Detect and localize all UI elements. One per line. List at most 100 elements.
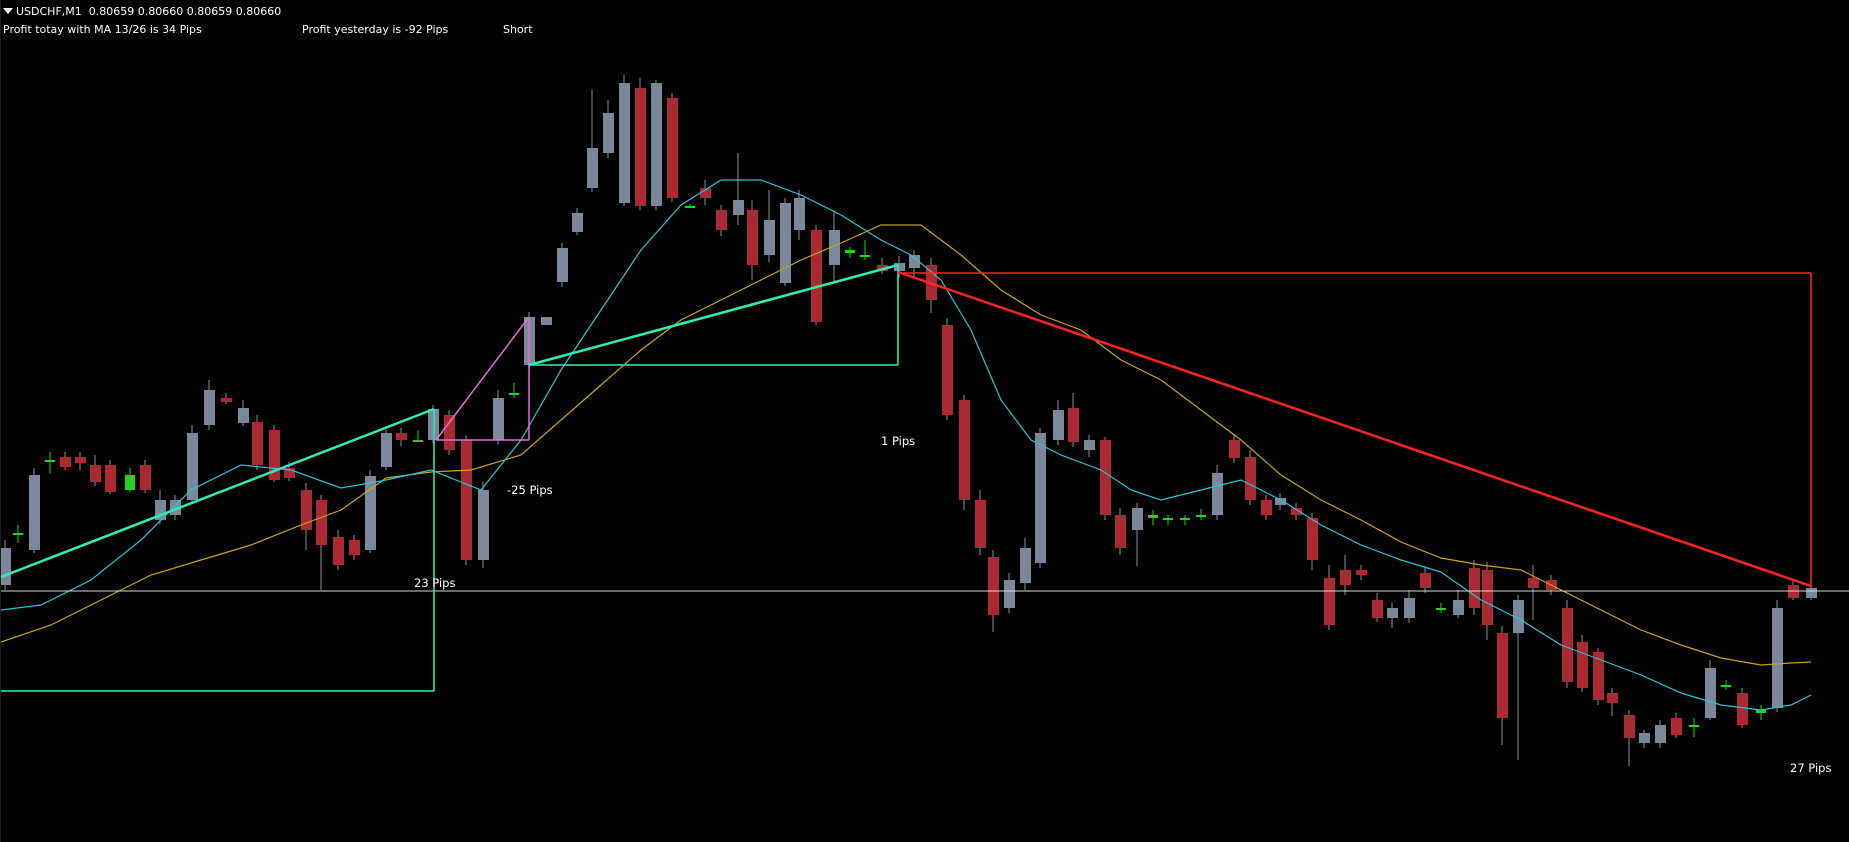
position-direction-text: Short: [503, 23, 533, 36]
candle-body: [1453, 600, 1464, 615]
candle-body: [1562, 608, 1573, 682]
candle-body: [1436, 608, 1446, 610]
candle-body: [316, 500, 327, 545]
candle-body: [155, 500, 166, 520]
candle-body: [1324, 578, 1335, 625]
candle-body: [541, 317, 552, 325]
candle-body: [125, 475, 135, 490]
candle-body: [829, 230, 840, 265]
candle-body: [1261, 500, 1272, 515]
candle-body: [1115, 515, 1126, 548]
candle-body: [1528, 578, 1539, 588]
candle-body: [1756, 710, 1766, 713]
candle-body: [1356, 570, 1367, 575]
candle-body: [716, 210, 727, 230]
candle-body: [1607, 693, 1618, 703]
trade-4-short: [897, 270, 1812, 588]
candle-body: [572, 213, 583, 232]
candle-body: [1132, 508, 1143, 530]
candle-body: [1772, 608, 1783, 708]
candle-body: [557, 248, 568, 282]
trade-label-4: 27 Pips: [1790, 761, 1831, 775]
candle-body: [1497, 633, 1508, 718]
candle-body: [252, 422, 263, 465]
candle-body: [845, 250, 855, 253]
candle-body: [1655, 725, 1666, 743]
candle-body: [333, 537, 344, 565]
candle-body: [700, 188, 711, 198]
triangle-down-icon[interactable]: [3, 8, 13, 14]
symbol-label: USDCHF,M1: [16, 5, 82, 18]
candle-body: [1291, 508, 1302, 515]
trade-label-3: 1 Pips: [881, 434, 915, 448]
candle-body: [413, 440, 423, 442]
candle-body: [603, 113, 614, 153]
candle-body: [478, 490, 489, 560]
candle-body: [747, 210, 758, 265]
profit-yesterday-text: Profit yesterday is -92 Pips: [302, 23, 449, 36]
symbol-quote-row: USDCHF,M1 0.80659 0.80660 0.80659 0.8066…: [3, 5, 281, 19]
candle-body: [269, 430, 280, 480]
candle-body: [794, 198, 805, 230]
candle-body: [1513, 600, 1524, 633]
trade-label-1: 23 Pips: [414, 576, 455, 590]
candle-body: [780, 203, 791, 283]
candle-body: [1148, 515, 1158, 518]
candle-body: [1053, 410, 1064, 440]
candle-body: [1420, 573, 1431, 588]
candle-body: [1307, 518, 1318, 560]
candle-body: [1624, 715, 1635, 738]
candle-body: [1372, 600, 1383, 618]
candle-body: [860, 255, 870, 257]
candle-body: [1469, 568, 1480, 608]
candle-body: [29, 475, 40, 550]
candle-body: [1084, 440, 1095, 450]
candle-body: [1163, 518, 1173, 520]
candle-body: [301, 490, 312, 530]
candle-body: [685, 206, 695, 208]
candle-body: [667, 98, 678, 198]
candle-body: [909, 255, 920, 268]
candle-body: [1689, 725, 1699, 727]
ma-fast-line: [1, 179, 1812, 711]
candle-body: [1593, 652, 1604, 700]
candles-layer: [1, 75, 1817, 766]
trade-label-2: -25 Pips: [507, 483, 553, 497]
candle-body: [75, 457, 86, 463]
candle-body: [396, 433, 407, 440]
candle-body: [1068, 408, 1079, 442]
candle-body: [1196, 515, 1206, 517]
candle-body: [187, 433, 198, 500]
candle-body: [635, 88, 646, 206]
candle-body: [45, 460, 55, 462]
candle-body: [1806, 588, 1817, 598]
candle-body: [1705, 668, 1716, 718]
candle-body: [1275, 498, 1286, 505]
candle-body: [221, 398, 232, 402]
candle-body: [1004, 580, 1015, 608]
candle-body: [975, 500, 986, 548]
candle-body: [1100, 440, 1111, 515]
candle-body: [1639, 733, 1650, 743]
candle-body: [942, 325, 953, 415]
candle-body: [509, 393, 519, 395]
candle-body: [204, 390, 215, 425]
candle-body: [811, 230, 822, 322]
candle-body: [461, 440, 472, 560]
candle-body: [1671, 718, 1682, 735]
candle-body: [493, 398, 504, 440]
candle-body: [1, 548, 11, 585]
candle-body: [105, 465, 116, 492]
candle-body: [959, 400, 970, 500]
candle-body: [365, 476, 376, 550]
candle-body: [988, 557, 999, 615]
candle-body: [733, 200, 744, 215]
candle-body: [1721, 685, 1731, 687]
trade-2-pink: [435, 316, 530, 441]
candle-body: [619, 83, 630, 203]
candle-body: [1035, 433, 1046, 563]
profit-today-text: Profit totay with MA 13/26 is 34 Pips: [3, 23, 202, 36]
candle-body: [1180, 518, 1190, 520]
